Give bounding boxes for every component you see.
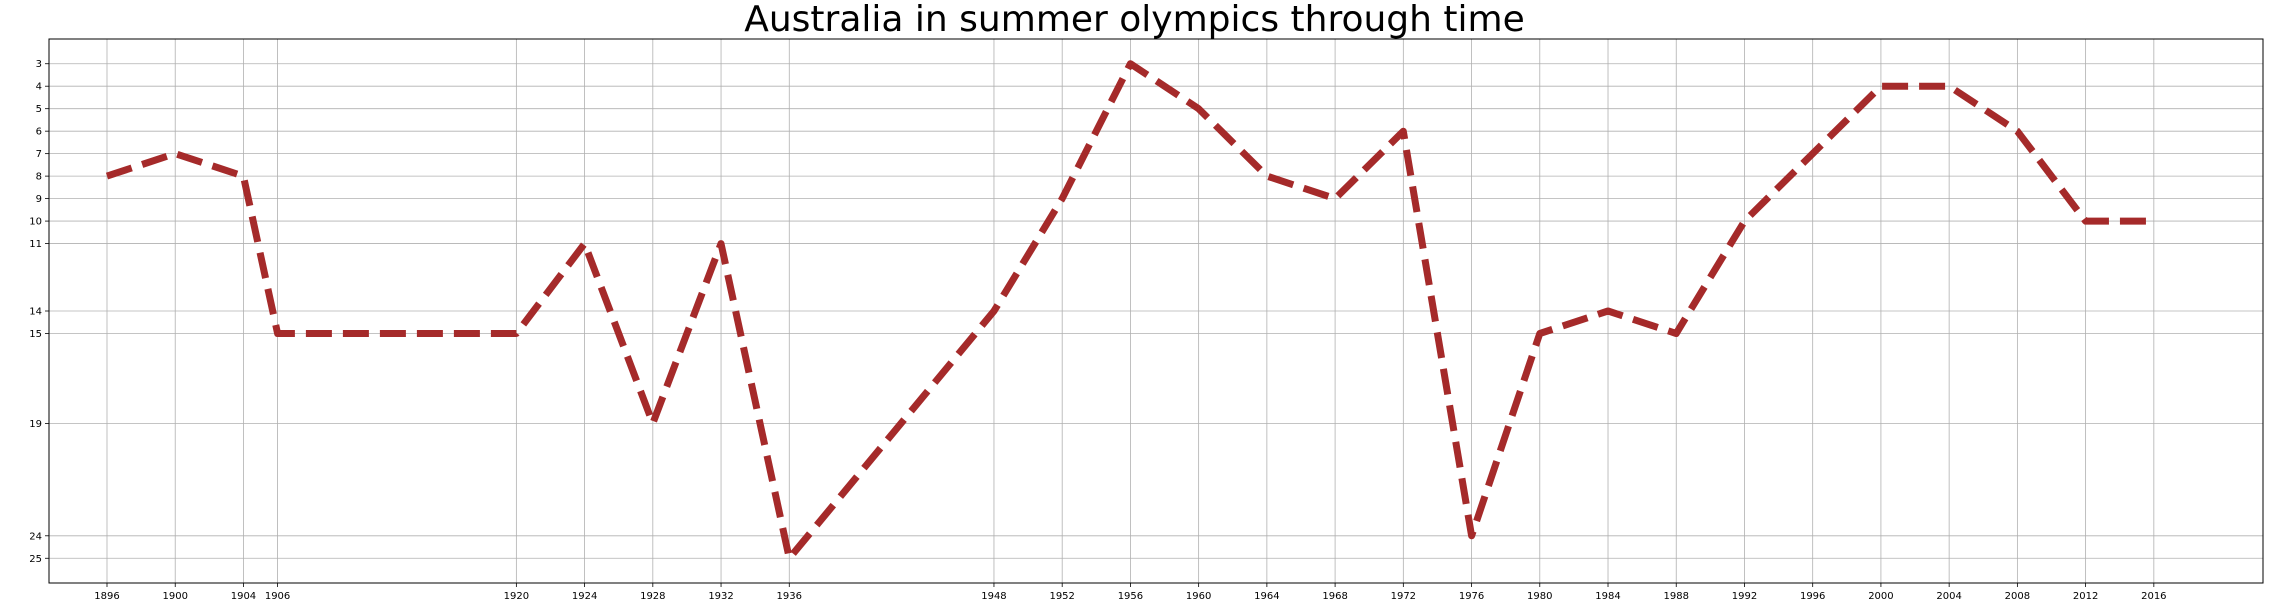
y-tick-label: 14 — [29, 307, 42, 318]
y-tick-label: 3 — [36, 59, 42, 70]
x-tick-label: 2000 — [1868, 591, 1893, 602]
x-tick-label: 1972 — [1391, 591, 1416, 602]
x-tick-label: 2008 — [2005, 591, 2030, 602]
y-tick-label: 15 — [29, 329, 42, 340]
y-tick-label: 8 — [36, 172, 42, 183]
x-tick-label: 1900 — [162, 591, 187, 602]
y-tick-label: 24 — [29, 531, 42, 542]
x-tick-label: 1920 — [504, 591, 529, 602]
y-tick-label: 19 — [29, 419, 42, 430]
x-tick-label: 1952 — [1049, 591, 1074, 602]
series — [105, 60, 2154, 562]
y-tick-label: 10 — [29, 217, 42, 228]
x-tick-label: 1980 — [1527, 591, 1552, 602]
x-tick-label: 1924 — [572, 591, 597, 602]
x-tick-label: 1932 — [708, 591, 733, 602]
x-tick-label: 1992 — [1732, 591, 1757, 602]
x-tick-label: 1984 — [1595, 591, 1620, 602]
x-tick-label: 1936 — [777, 591, 802, 602]
y-tick-label: 25 — [29, 554, 42, 565]
x-tick-label: 1968 — [1322, 591, 1347, 602]
x-tick-label: 1896 — [94, 591, 119, 602]
x-tick-label: 2012 — [2073, 591, 2098, 602]
x-tick-label: 1976 — [1459, 591, 1484, 602]
y-tick-label: 4 — [36, 82, 42, 93]
chart-title: Australia in summer olympics through tim… — [744, 0, 1525, 40]
x-tick-label: 1988 — [1664, 591, 1689, 602]
x-tick-label: 1928 — [640, 591, 665, 602]
y-tick-label: 5 — [36, 104, 42, 115]
x-tick-label: 1906 — [265, 591, 290, 602]
x-tick-label: 1956 — [1118, 591, 1143, 602]
x-tick-label: 2004 — [1936, 591, 1961, 602]
y-tick-label: 7 — [36, 149, 42, 160]
x-tick-label: 1996 — [1800, 591, 1825, 602]
series-line — [105, 60, 2154, 562]
y-tick-label: 11 — [29, 239, 42, 250]
x-tick-label: 2016 — [2141, 591, 2166, 602]
x-tick-label: 1948 — [981, 591, 1006, 602]
y-tick-label: 9 — [36, 194, 42, 205]
grid — [49, 39, 2263, 583]
x-tick-label: 1960 — [1186, 591, 1211, 602]
x-tick-label: 1904 — [231, 591, 256, 602]
x-tick-label: 1964 — [1254, 591, 1279, 602]
axis-ticks: 1896 1900 1904 1906 1920 1924 1928 1932 1936 1948… — [29, 59, 2166, 602]
y-tick-label: 6 — [36, 127, 42, 138]
